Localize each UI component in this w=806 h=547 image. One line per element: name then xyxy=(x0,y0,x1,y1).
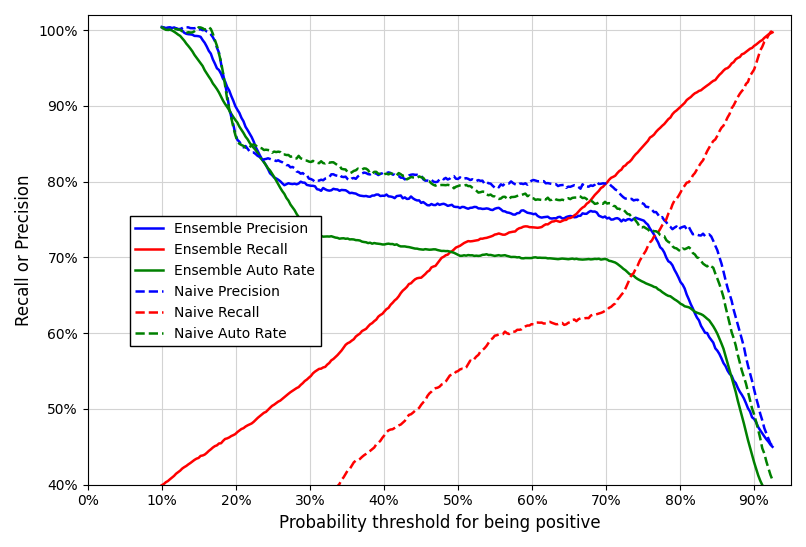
Ensemble Auto Rate xyxy=(671,297,681,304)
Ensemble Recall xyxy=(710,77,720,83)
Naive Auto Rate xyxy=(713,275,722,282)
Ensemble Precision xyxy=(157,24,167,30)
Ensemble Auto Rate xyxy=(159,25,168,31)
Ensemble Recall xyxy=(518,223,528,230)
Naive Precision xyxy=(533,178,542,184)
Line: Naive Auto Rate: Naive Auto Rate xyxy=(162,27,772,480)
Naive Precision xyxy=(674,226,683,233)
Naive Precision xyxy=(767,443,777,449)
Ensemble Recall xyxy=(159,481,168,487)
Naive Precision xyxy=(157,25,167,31)
Line: Ensemble Auto Rate: Ensemble Auto Rate xyxy=(162,27,772,499)
Naive Auto Rate xyxy=(674,247,683,253)
Naive Recall xyxy=(700,153,710,159)
Naive Precision xyxy=(159,25,168,31)
Ensemble Precision xyxy=(671,270,681,277)
Ensemble Precision xyxy=(518,207,528,214)
Ensemble Recall xyxy=(157,482,167,488)
Line: Naive Recall: Naive Recall xyxy=(334,31,772,487)
Naive Recall xyxy=(438,381,448,387)
Ensemble Auto Rate xyxy=(710,327,720,333)
Naive Recall xyxy=(666,207,675,214)
Y-axis label: Recall or Precision: Recall or Precision xyxy=(15,174,33,325)
Ensemble Precision xyxy=(521,208,530,215)
Naive Precision xyxy=(713,247,722,254)
Ensemble Recall xyxy=(530,224,540,231)
Line: Ensemble Recall: Ensemble Recall xyxy=(162,32,772,485)
Ensemble Auto Rate xyxy=(767,496,777,502)
Ensemble Auto Rate xyxy=(521,255,530,261)
Ensemble Recall xyxy=(521,223,530,230)
Ensemble Precision xyxy=(767,444,777,450)
Naive Auto Rate xyxy=(522,193,532,200)
Naive Auto Rate xyxy=(767,477,777,484)
Ensemble Precision xyxy=(530,211,540,217)
Naive Auto Rate xyxy=(157,25,167,31)
Legend: Ensemble Precision, Ensemble Recall, Ensemble Auto Rate, Naive Precision, Naive : Ensemble Precision, Ensemble Recall, Ens… xyxy=(130,217,321,346)
Ensemble Auto Rate xyxy=(518,255,528,261)
Ensemble Precision xyxy=(710,345,720,352)
Naive Recall xyxy=(578,316,588,322)
Naive Auto Rate xyxy=(204,24,214,31)
Naive Auto Rate xyxy=(533,196,542,203)
Naive Precision xyxy=(180,24,189,30)
Ensemble Auto Rate xyxy=(157,24,167,31)
Naive Auto Rate xyxy=(159,25,168,32)
Naive Recall xyxy=(426,388,436,395)
Naive Precision xyxy=(522,182,532,188)
Naive Auto Rate xyxy=(521,190,530,197)
Line: Ensemble Precision: Ensemble Precision xyxy=(162,27,772,447)
X-axis label: Probability threshold for being positive: Probability threshold for being positive xyxy=(279,514,600,532)
Naive Recall xyxy=(582,315,592,321)
Ensemble Precision xyxy=(159,24,168,31)
Ensemble Auto Rate xyxy=(530,254,540,260)
Naive Recall xyxy=(329,484,339,490)
Line: Naive Precision: Naive Precision xyxy=(162,27,772,446)
Naive Recall xyxy=(767,27,777,34)
Ensemble Recall xyxy=(671,107,681,114)
Naive Precision xyxy=(521,180,530,187)
Ensemble Recall xyxy=(767,29,777,36)
